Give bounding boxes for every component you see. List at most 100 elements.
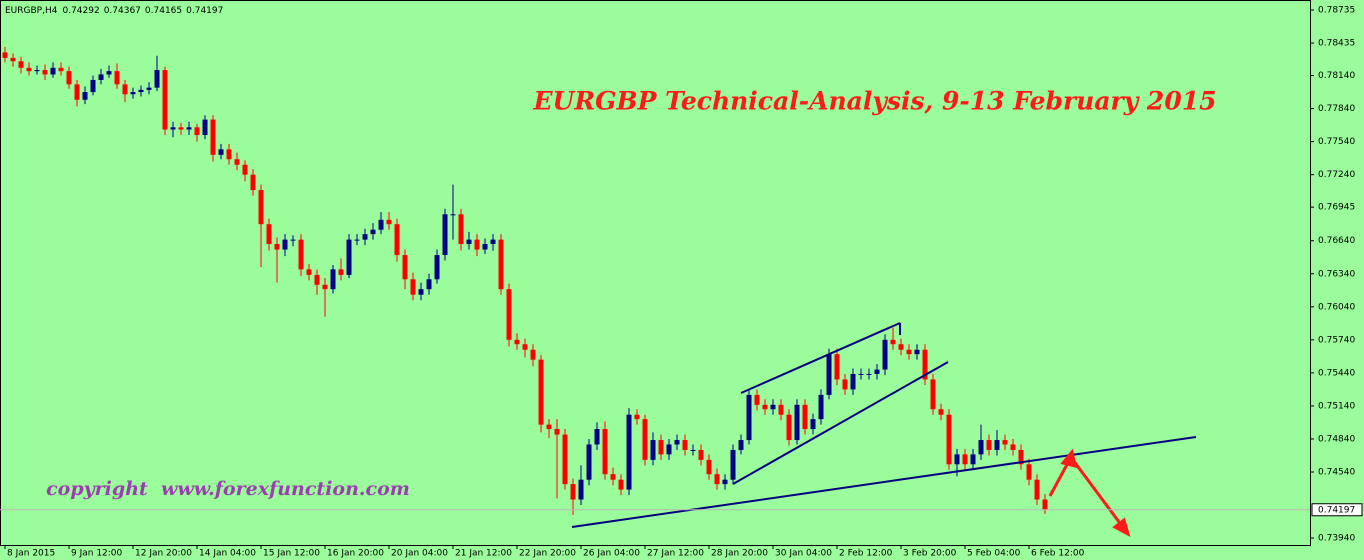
header-open: 0.74292 bbox=[62, 6, 99, 16]
candle-body bbox=[74, 84, 80, 100]
candle-body bbox=[658, 440, 664, 455]
candle-body bbox=[1042, 499, 1048, 510]
candle-body bbox=[546, 424, 552, 430]
candle-body bbox=[698, 449, 704, 460]
candle-body bbox=[442, 214, 448, 256]
candle-body bbox=[34, 70, 40, 72]
candle-body bbox=[914, 349, 920, 355]
candle-body bbox=[786, 414, 792, 441]
candle-body bbox=[210, 119, 216, 155]
y-tick-label: 0.76340 bbox=[1318, 269, 1355, 279]
candle-body bbox=[66, 71, 72, 85]
candle-body bbox=[226, 149, 232, 160]
candle-body bbox=[970, 454, 976, 465]
candle-body bbox=[1010, 444, 1016, 450]
y-tick-label: 0.77840 bbox=[1318, 104, 1355, 114]
candle-body bbox=[610, 474, 616, 480]
candle-body bbox=[722, 479, 728, 485]
candle-body bbox=[370, 229, 376, 235]
x-tick-label: 16 Jan 20:00 bbox=[327, 549, 384, 559]
candle-body bbox=[458, 214, 464, 245]
candle-body bbox=[530, 349, 536, 360]
candle-body bbox=[106, 71, 112, 75]
candle-body bbox=[562, 434, 568, 485]
x-tick-label: 6 Feb 12:00 bbox=[1031, 549, 1085, 559]
candle-body bbox=[202, 119, 208, 136]
candle-body bbox=[178, 127, 184, 130]
candle-body bbox=[186, 127, 192, 130]
candle-body bbox=[2, 52, 8, 58]
candle-body bbox=[850, 373, 856, 390]
y-tick-label: 0.74840 bbox=[1318, 434, 1355, 444]
candle-body bbox=[874, 369, 880, 374]
candle-body bbox=[514, 339, 520, 345]
candle-body bbox=[1018, 449, 1024, 465]
candle-body bbox=[650, 440, 656, 460]
candle-body bbox=[954, 454, 960, 465]
candle-body bbox=[762, 404, 768, 410]
candle-body bbox=[314, 274, 320, 285]
channel-upper bbox=[740, 322, 901, 394]
candle-body bbox=[818, 394, 824, 420]
candle-body bbox=[866, 373, 872, 375]
candle-body bbox=[994, 440, 1000, 450]
y-tick-label: 0.78735 bbox=[1318, 6, 1355, 16]
candle-body bbox=[450, 214, 456, 216]
candle-body bbox=[554, 429, 560, 435]
candle-body bbox=[330, 269, 336, 290]
y-tick-label: 0.75440 bbox=[1318, 368, 1355, 378]
x-tick-label: 15 Jan 12:00 bbox=[263, 549, 320, 559]
candle-body bbox=[170, 127, 176, 130]
candle-body bbox=[122, 84, 128, 95]
candle-body bbox=[378, 219, 384, 230]
candle-body bbox=[82, 92, 88, 100]
arrow-head bbox=[1060, 448, 1077, 469]
x-tick-label: 2 Feb 12:00 bbox=[839, 549, 893, 559]
candle-body bbox=[522, 344, 528, 350]
candle-body bbox=[834, 354, 840, 380]
candle-body bbox=[266, 224, 272, 245]
candle-body bbox=[474, 239, 480, 250]
candle-body bbox=[842, 379, 848, 390]
copyright: copyright www.forexfunction.com bbox=[46, 478, 410, 500]
candle-body bbox=[298, 239, 304, 270]
candles bbox=[2, 46, 1048, 515]
candle-body bbox=[482, 244, 488, 250]
candle-body bbox=[98, 74, 104, 80]
x-tick-label: 27 Jan 12:00 bbox=[647, 549, 704, 559]
candle-body bbox=[858, 373, 864, 375]
candle-body bbox=[306, 269, 312, 275]
candle-body bbox=[250, 174, 256, 191]
candle-body bbox=[466, 239, 472, 245]
candle-body bbox=[234, 159, 240, 165]
candle-body bbox=[10, 57, 16, 62]
candle-body bbox=[642, 419, 648, 460]
candle-body bbox=[1026, 464, 1032, 480]
axes: 0.78735 0.78435 0.78140 0.77840 0.77540 0.772… bbox=[0, 6, 1363, 559]
candle-body bbox=[18, 61, 24, 68]
y-tick-label: 0.74540 bbox=[1318, 467, 1355, 477]
candle-body bbox=[50, 67, 56, 75]
candle-body bbox=[946, 414, 952, 465]
header-high: 0.74367 bbox=[104, 6, 141, 16]
x-tick-label: 3 Feb 20:00 bbox=[903, 549, 957, 559]
y-tick-label: 0.76945 bbox=[1318, 203, 1355, 213]
candle-body bbox=[570, 484, 576, 500]
x-tick-label: 28 Jan 20:00 bbox=[711, 549, 768, 559]
candle-body bbox=[634, 414, 640, 420]
candle-body bbox=[506, 289, 512, 340]
candle-body bbox=[338, 269, 344, 275]
candle-body bbox=[778, 404, 784, 415]
candle-body bbox=[922, 349, 928, 380]
candle-body bbox=[362, 234, 368, 240]
y-tick-label: 0.75740 bbox=[1318, 335, 1355, 345]
arrow-head bbox=[1112, 517, 1131, 538]
plot-frame bbox=[0, 0, 1311, 546]
candle-body bbox=[666, 444, 672, 455]
candle-body bbox=[754, 394, 760, 405]
candle-body bbox=[346, 239, 352, 275]
candle-body bbox=[130, 92, 136, 95]
candle-body bbox=[626, 414, 632, 490]
candle-body bbox=[218, 149, 224, 155]
candle-body bbox=[770, 404, 776, 410]
